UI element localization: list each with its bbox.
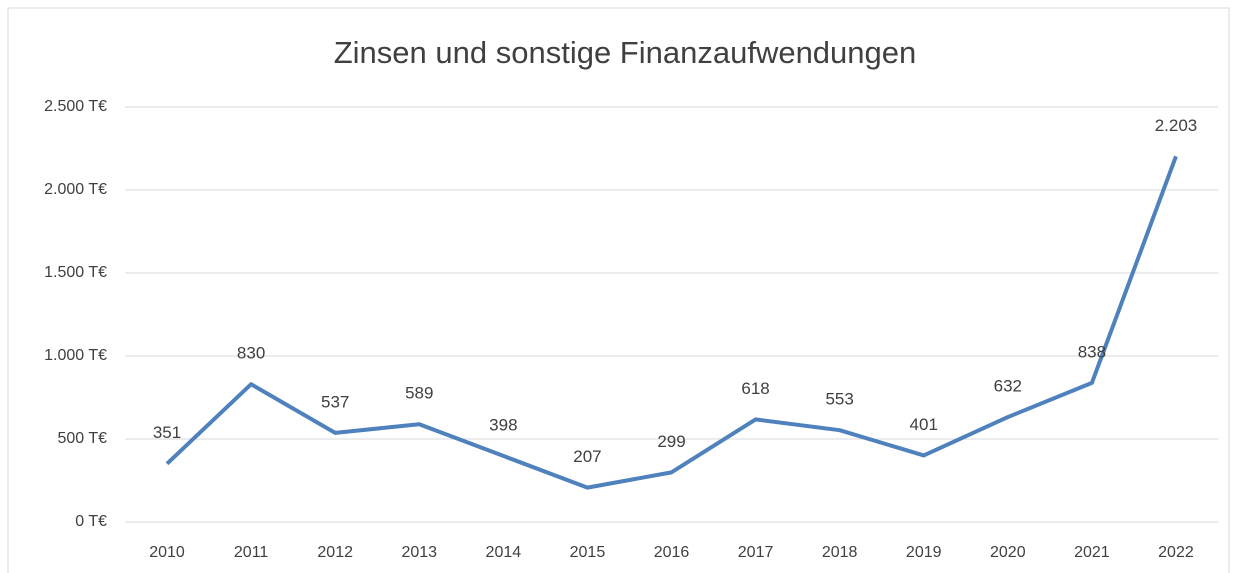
data-label: 830 [237, 344, 265, 363]
x-tick-label: 2021 [1074, 544, 1110, 561]
y-tick-label: 2.500 T€ [44, 98, 107, 115]
data-label: 632 [994, 377, 1022, 396]
y-tick-label: 1.500 T€ [44, 264, 107, 281]
data-label: 398 [489, 415, 517, 434]
y-tick-label: 500 T€ [57, 430, 107, 447]
data-label: 589 [405, 384, 433, 403]
x-tick-label: 2022 [1158, 544, 1194, 561]
data-label: 299 [657, 432, 685, 451]
x-tick-label: 2016 [654, 544, 690, 561]
y-tick-label: 0 T€ [75, 513, 107, 530]
x-tick-label: 2013 [401, 544, 437, 561]
data-label: 553 [825, 390, 853, 409]
x-tick-label: 2011 [234, 544, 269, 561]
x-tick-label: 2010 [149, 544, 185, 561]
data-line [165, 155, 1178, 490]
x-tick-label: 2020 [990, 544, 1026, 561]
data-label: 401 [910, 415, 938, 434]
x-tick-label: 2015 [570, 544, 606, 561]
chart-border [7, 7, 1230, 573]
y-tick-label: 1.000 T€ [44, 347, 107, 364]
y-tick-label: 2.000 T€ [44, 181, 107, 198]
x-tick-label: 2018 [822, 544, 858, 561]
x-tick-label: 2014 [486, 544, 522, 561]
data-label: 537 [321, 392, 349, 411]
x-tick-label: 2017 [738, 544, 774, 561]
data-label: 207 [573, 447, 601, 466]
chart-title: Zinsen und sonstige Finanzaufwendungen [334, 35, 917, 70]
data-label: 2.203 [1155, 116, 1198, 135]
data-label: 351 [153, 423, 181, 442]
x-tick-label: 2012 [317, 544, 353, 561]
x-tick-label: 2019 [906, 544, 942, 561]
data-label: 618 [741, 379, 769, 398]
data-label: 838 [1078, 342, 1106, 361]
